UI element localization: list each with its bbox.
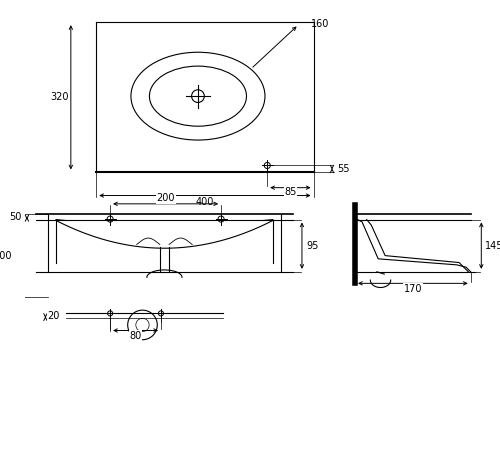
Text: 320: 320 xyxy=(50,92,68,102)
Text: 55: 55 xyxy=(338,164,350,174)
Text: 20: 20 xyxy=(48,311,60,321)
Text: 50: 50 xyxy=(9,212,22,222)
Text: 200: 200 xyxy=(0,251,12,260)
Text: 145: 145 xyxy=(485,241,500,251)
Text: 85: 85 xyxy=(284,187,296,197)
Text: 200: 200 xyxy=(156,193,175,203)
Text: 400: 400 xyxy=(196,197,214,206)
Text: 80: 80 xyxy=(130,331,141,341)
Text: 160: 160 xyxy=(311,19,330,28)
Text: 95: 95 xyxy=(306,241,318,251)
Text: 170: 170 xyxy=(404,284,422,294)
